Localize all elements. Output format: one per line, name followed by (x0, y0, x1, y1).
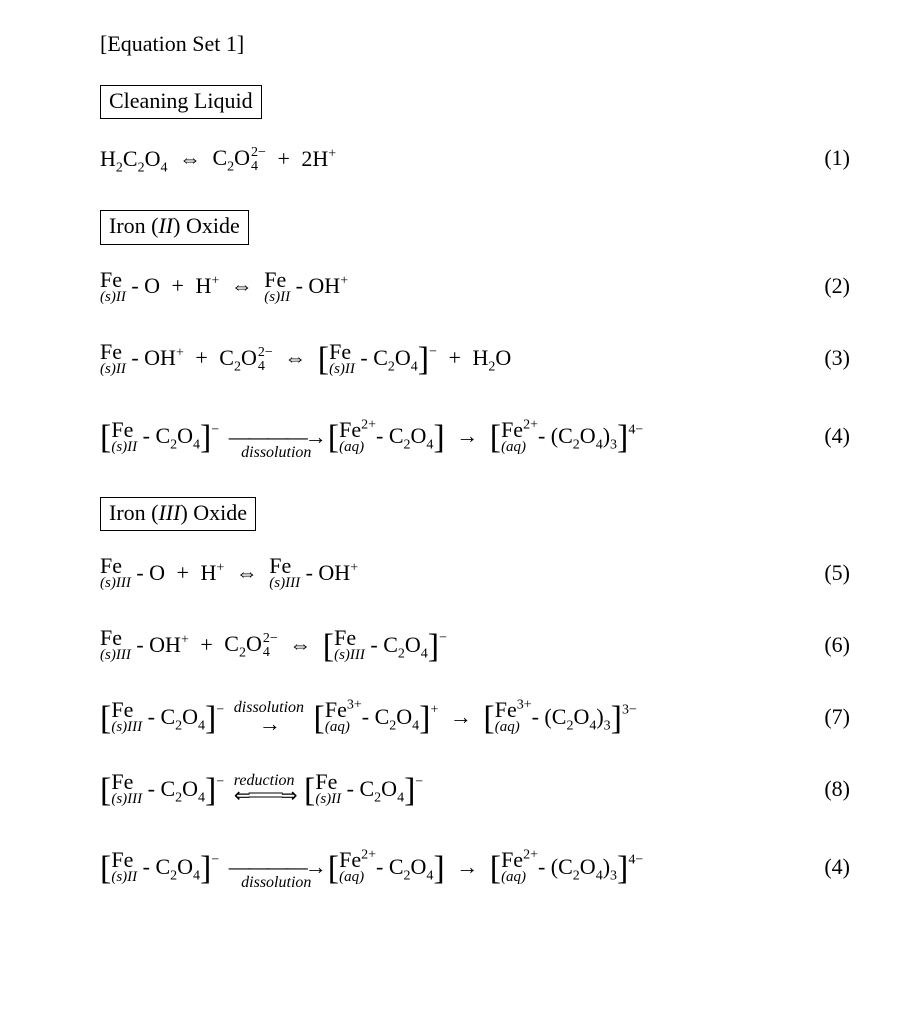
equation-row-4-repeat: [Fe(s)II - C2O4]− ————→ dissolution [Fe2… (100, 843, 850, 891)
equation-row-1: H2C2O4 ⇔ C2O2−4 + 2H+ (1) (100, 143, 850, 174)
section-heading-cleaning-liquid: Cleaning Liquid (100, 85, 262, 120)
forward-arrow-icon: → (450, 703, 472, 732)
dissolution-arrow-icon: dissolution → (234, 700, 304, 735)
equation-row-4: [Fe(s)II - C2O4]− ————→ dissolution [Fe2… (100, 413, 850, 461)
dissolution-arrow-icon: ————→ dissolution (229, 413, 324, 461)
reduction-arrow-icon: reduction ⇐====⇒ (234, 773, 295, 806)
equation-2: Fe(s)II - O + H+ ⇔ Fe(s)II - OH+ (100, 269, 348, 305)
equilibrium-arrow-icon: ⇔ (179, 145, 201, 174)
equation-row-8: [Fe(s)III - C2O4]− reduction ⇐====⇒ [Fe(… (100, 771, 850, 807)
equation-number: (1) (804, 144, 850, 173)
equation-number: (3) (804, 344, 850, 373)
equation-number: (4) (804, 853, 850, 882)
forward-arrow-icon: → (456, 422, 478, 451)
equation-7: [Fe(s)III - C2O4]− dissolution → [Fe3+(a… (100, 699, 637, 735)
equilibrium-arrow-icon: ⇔ (231, 272, 253, 301)
equilibrium-arrow-icon: ⇔ (284, 344, 306, 373)
equation-3: Fe(s)II - OH+ + C2O2−4 ⇔ [Fe(s)II - C2O4… (100, 341, 511, 377)
equation-number: (7) (804, 703, 850, 732)
equation-row-5: Fe(s)III - O + H+ ⇔ Fe(s)III - OH+ (5) (100, 555, 850, 591)
equation-6: Fe(s)III - OH+ + C2O2−4 ⇔ [Fe(s)III - C2… (100, 627, 447, 663)
equilibrium-arrow-icon: ⇔ (289, 631, 311, 660)
equation-4-repeat: [Fe(s)II - C2O4]− ————→ dissolution [Fe2… (100, 843, 643, 891)
equation-4: [Fe(s)II - C2O4]− ————→ dissolution [Fe2… (100, 413, 643, 461)
equation-row-2: Fe(s)II - O + H+ ⇔ Fe(s)II - OH+ (2) (100, 269, 850, 305)
equation-row-6: Fe(s)III - OH+ + C2O2−4 ⇔ [Fe(s)III - C2… (100, 627, 850, 663)
equation-set-title: [Equation Set 1] (100, 30, 850, 59)
equation-row-7: [Fe(s)III - C2O4]− dissolution → [Fe3+(a… (100, 699, 850, 735)
equilibrium-arrow-icon: ⇔ (236, 559, 258, 588)
equation-number: (8) (804, 775, 850, 804)
dissolution-arrow-icon: ————→ dissolution (229, 843, 324, 891)
equation-page: [Equation Set 1] Cleaning Liquid H2C2O4 … (0, 0, 900, 1017)
equation-5: Fe(s)III - O + H+ ⇔ Fe(s)III - OH+ (100, 555, 358, 591)
equation-row-3: Fe(s)II - OH+ + C2O2−4 ⇔ [Fe(s)II - C2O4… (100, 341, 850, 377)
section-heading-iron-iii-oxide: Iron (III) Oxide (100, 497, 256, 532)
equation-1: H2C2O4 ⇔ C2O2−4 + 2H+ (100, 143, 336, 174)
equation-number: (6) (804, 631, 850, 660)
equation-number: (4) (804, 422, 850, 451)
equation-number: (2) (804, 272, 850, 301)
equation-8: [Fe(s)III - C2O4]− reduction ⇐====⇒ [Fe(… (100, 771, 423, 807)
section-heading-iron-ii-oxide: Iron (II) Oxide (100, 210, 249, 245)
equation-number: (5) (804, 559, 850, 588)
forward-arrow-icon: → (456, 853, 478, 882)
